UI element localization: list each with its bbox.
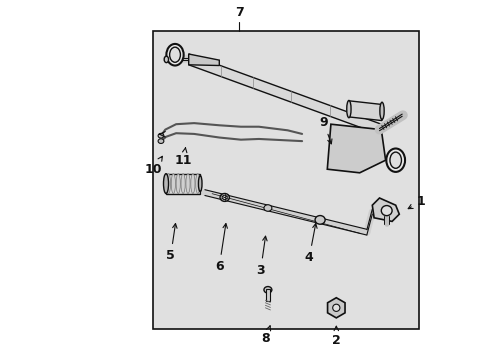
Ellipse shape	[222, 195, 227, 199]
Text: 7: 7	[234, 6, 243, 19]
Ellipse shape	[381, 206, 391, 216]
Text: 8: 8	[261, 326, 270, 345]
Text: 3: 3	[256, 236, 266, 276]
Ellipse shape	[166, 44, 183, 66]
Text: 9: 9	[319, 116, 331, 144]
Polygon shape	[327, 298, 345, 318]
Polygon shape	[188, 54, 219, 66]
Ellipse shape	[332, 304, 339, 311]
Ellipse shape	[171, 174, 175, 194]
Ellipse shape	[264, 205, 271, 211]
Ellipse shape	[314, 216, 325, 224]
Polygon shape	[348, 101, 381, 121]
Text: 4: 4	[305, 224, 316, 264]
Ellipse shape	[264, 287, 271, 293]
Ellipse shape	[220, 193, 229, 201]
Ellipse shape	[346, 100, 350, 118]
Ellipse shape	[163, 174, 168, 194]
Bar	[166, 174, 200, 194]
Text: 2: 2	[331, 326, 340, 347]
Bar	[152, 31, 418, 329]
Ellipse shape	[158, 139, 163, 143]
Ellipse shape	[166, 174, 170, 194]
Polygon shape	[326, 124, 385, 173]
Ellipse shape	[158, 133, 163, 138]
Text: 5: 5	[166, 224, 177, 262]
Ellipse shape	[198, 176, 202, 192]
Ellipse shape	[185, 174, 190, 194]
Text: 6: 6	[215, 224, 227, 273]
Text: 11: 11	[174, 148, 192, 167]
Ellipse shape	[190, 174, 195, 194]
Ellipse shape	[389, 152, 401, 168]
Ellipse shape	[181, 174, 185, 194]
Ellipse shape	[379, 102, 384, 120]
Ellipse shape	[176, 174, 180, 194]
Ellipse shape	[164, 56, 168, 63]
Bar	[265, 289, 269, 301]
Ellipse shape	[169, 47, 180, 62]
Polygon shape	[371, 198, 399, 221]
Text: 1: 1	[407, 195, 425, 209]
Text: 10: 10	[145, 156, 162, 176]
Polygon shape	[188, 54, 381, 135]
Ellipse shape	[386, 148, 404, 172]
Ellipse shape	[195, 174, 200, 194]
